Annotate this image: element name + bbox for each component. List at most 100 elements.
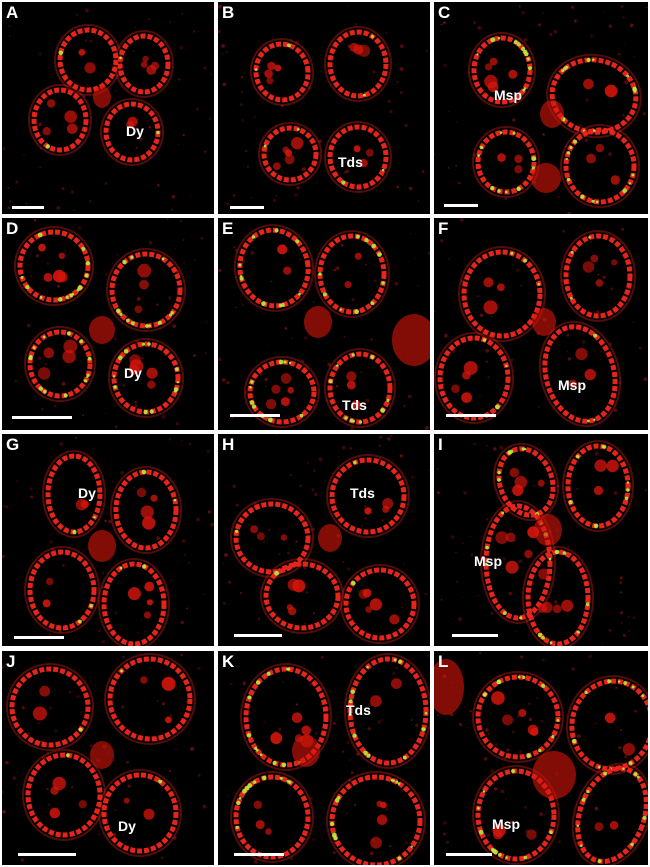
nucleus <box>514 165 523 174</box>
background-speckle <box>30 275 32 278</box>
cell-wall <box>542 324 618 424</box>
tapetal-blob <box>90 741 114 769</box>
background-speckle <box>425 549 428 551</box>
background-speckle <box>578 226 581 228</box>
signal-dot <box>371 243 376 249</box>
nucleus <box>127 587 141 601</box>
scale-bar <box>452 634 498 637</box>
background-speckle <box>204 150 207 153</box>
background-speckle <box>26 323 31 328</box>
background-speckle <box>37 356 42 360</box>
signal-dot <box>593 418 596 421</box>
background-speckle <box>490 316 493 318</box>
background-speckle <box>628 629 630 632</box>
background-speckle <box>455 121 458 123</box>
background-speckle <box>141 357 144 360</box>
background-speckle <box>202 593 205 595</box>
background-speckle <box>218 357 222 361</box>
signal-dot <box>617 680 621 683</box>
signal-dot <box>81 246 86 251</box>
nucleus <box>161 676 176 691</box>
background-speckle <box>114 808 116 811</box>
background-speckle <box>644 489 647 492</box>
nucleus <box>78 49 86 56</box>
nucleus <box>382 498 394 510</box>
background-speckle <box>88 199 92 203</box>
meiocyte-cell <box>468 32 536 108</box>
background-speckle <box>410 718 414 722</box>
cell-wall <box>27 329 93 399</box>
scale-bar <box>446 853 492 856</box>
background-speckle <box>592 520 596 523</box>
background-speckle <box>78 226 82 230</box>
background-speckle <box>619 611 623 615</box>
background-speckle <box>23 154 25 157</box>
background-speckle <box>403 563 405 566</box>
background-speckle <box>278 727 282 731</box>
stage-label: Msp <box>494 87 522 103</box>
background-speckle <box>251 161 253 163</box>
signal-dot <box>566 151 571 155</box>
background-speckle <box>502 557 506 561</box>
background-speckle <box>222 602 226 605</box>
background-speckle <box>309 683 312 686</box>
signal-dot <box>503 611 507 615</box>
nucleus <box>291 712 303 723</box>
nucleus <box>582 261 595 273</box>
background-speckle <box>428 469 430 472</box>
background-speckle <box>189 196 192 198</box>
cell-wall <box>475 129 537 195</box>
signal-dot <box>112 375 116 378</box>
nucleus <box>291 137 304 150</box>
background-speckle <box>609 342 612 346</box>
background-speckle <box>444 333 448 338</box>
background-speckle <box>71 690 73 692</box>
background-speckle <box>600 350 602 353</box>
background-speckle <box>410 592 413 595</box>
cell-wall <box>575 766 648 864</box>
background-speckle <box>177 143 180 145</box>
background-speckle <box>528 702 531 706</box>
background-speckle <box>272 198 277 203</box>
background-speckle <box>343 335 346 338</box>
signal-dot <box>72 529 77 535</box>
signal-dot <box>493 849 498 855</box>
signal-dot <box>478 829 484 835</box>
signal-dot <box>513 40 518 44</box>
meiocyte-cell <box>260 558 344 634</box>
background-speckle <box>493 447 497 451</box>
micrograph-b <box>218 4 429 206</box>
meiocyte-cell <box>24 546 100 634</box>
signal-dot <box>566 177 571 182</box>
background-speckle <box>111 480 114 483</box>
tapetal-blob <box>318 524 342 552</box>
meiocyte-cell <box>434 332 514 424</box>
signal-dot <box>381 168 385 172</box>
signal-dot <box>526 57 530 61</box>
background-speckle <box>325 398 329 402</box>
signal-dot <box>593 523 599 529</box>
background-speckle <box>553 29 558 34</box>
nucleus <box>270 732 283 745</box>
meiocyte-cell <box>230 771 314 863</box>
stage-label: Dy <box>126 123 144 139</box>
cell-wall <box>327 124 389 190</box>
background-speckle <box>485 360 489 363</box>
panel-label: B <box>222 3 235 22</box>
background-speckle <box>518 197 521 199</box>
background-speckle <box>113 404 116 406</box>
background-speckle <box>590 793 593 797</box>
signal-dot <box>299 413 304 418</box>
background-speckle <box>485 518 489 521</box>
background-speckle <box>415 723 419 727</box>
nucleus <box>49 807 61 819</box>
signal-dot <box>507 450 512 455</box>
background-speckle <box>151 129 153 131</box>
background-speckle <box>581 340 586 344</box>
stage-label: Tds <box>346 702 371 718</box>
signal-dot <box>333 836 338 841</box>
signal-dot <box>119 566 123 570</box>
nucleus <box>586 153 596 164</box>
nucleus <box>32 706 47 721</box>
background-speckle <box>59 442 63 446</box>
